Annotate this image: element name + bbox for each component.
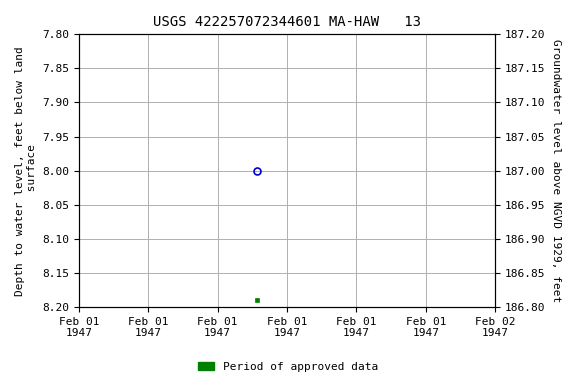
Title: USGS 422257072344601 MA-HAW   13: USGS 422257072344601 MA-HAW 13 [153, 15, 421, 29]
Y-axis label: Groundwater level above NGVD 1929, feet: Groundwater level above NGVD 1929, feet [551, 39, 561, 302]
Legend: Period of approved data: Period of approved data [193, 358, 383, 377]
Y-axis label: Depth to water level, feet below land
 surface: Depth to water level, feet below land su… [15, 46, 37, 296]
